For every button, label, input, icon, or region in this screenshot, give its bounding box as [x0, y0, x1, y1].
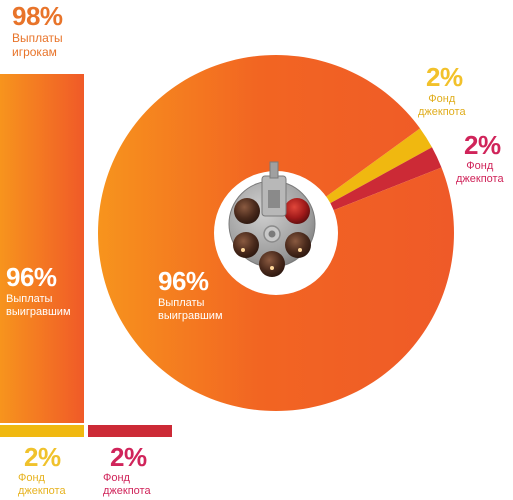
bar-jackpot-fund-red	[88, 425, 172, 437]
pie-jackpot1-percent: 2%	[426, 62, 463, 92]
pie-jackpot2-percent: 2%	[464, 130, 501, 160]
bar-jackpot1-label: Фонд джекпота	[18, 472, 66, 498]
bar-winners-payout	[0, 74, 84, 423]
bar-jackpot2-label-line1: Фонд	[103, 472, 130, 484]
summary-label-line1: Выплаты	[12, 31, 63, 45]
pie-winners-label: Выплаты выигравшим	[158, 297, 223, 323]
pie-jackpot1-label: Фонд джекпота	[418, 93, 466, 119]
pie-jackpot1-label-line1: Фонд	[428, 93, 456, 105]
bar-jackpot2-label-line2: джекпота	[103, 485, 151, 497]
bar-jackpot2-label: Фонд джекпота	[103, 472, 151, 498]
revolver-cylinder-icon	[228, 161, 316, 277]
pie-winners-percent: 96%	[158, 266, 209, 296]
bar-jackpot1-label-line2: джекпота	[18, 485, 66, 497]
pie-winners-label-line2: выигравшим	[158, 310, 223, 322]
bar-winners-label-line2: выигравшим	[6, 306, 71, 318]
summary-percent: 98%	[12, 1, 63, 31]
bar-winners-label-line1: Выплаты	[6, 293, 53, 305]
bar-jackpot1-percent: 2%	[24, 442, 61, 472]
bar-winners-percent: 96%	[6, 262, 57, 292]
summary-label-line2: игрокам	[12, 45, 57, 59]
summary-label: Выплаты игрокам	[12, 31, 63, 59]
pie-winners-label-line1: Выплаты	[158, 297, 205, 309]
pie-jackpot2-label: Фонд джекпота	[456, 160, 504, 186]
pie-jackpot1-label-line2: джекпота	[418, 106, 466, 118]
pie-jackpot2-label-line1: Фонд	[466, 160, 494, 172]
bar-winners-label: Выплаты выигравшим	[6, 293, 71, 319]
bar-jackpot2-percent: 2%	[110, 442, 147, 472]
pie-jackpot2-label-line2: джекпота	[456, 173, 504, 185]
bar-jackpot1-label-line1: Фонд	[18, 472, 45, 484]
bar-jackpot-fund-yellow	[0, 425, 84, 437]
